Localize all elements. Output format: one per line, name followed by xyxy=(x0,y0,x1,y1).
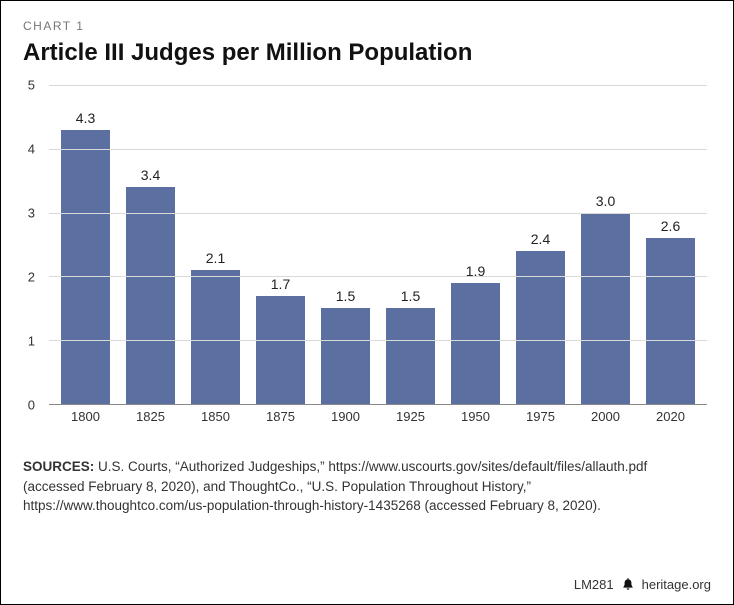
y-tick-label: 0 xyxy=(23,398,35,413)
bar-slot: 1.7 xyxy=(248,85,313,404)
plot-area: 4.3 3.4 2.1 1.7 1.5 1.5 1.9 2.4 3.0 2.6 xyxy=(49,85,707,405)
bar-slot: 2.1 xyxy=(183,85,248,404)
x-tick-label: 1925 xyxy=(378,409,443,429)
chart-card: CHART 1 Article III Judges per Million P… xyxy=(0,0,734,605)
y-tick-label: 3 xyxy=(23,206,35,221)
bar-value-label: 2.6 xyxy=(661,218,680,234)
grid-line xyxy=(49,85,707,86)
x-tick-label: 1800 xyxy=(53,409,118,429)
bar-value-label: 1.5 xyxy=(401,288,420,304)
x-tick-label: 1975 xyxy=(508,409,573,429)
bar-slot: 1.5 xyxy=(313,85,378,404)
grid-line xyxy=(49,213,707,214)
x-tick-label: 1950 xyxy=(443,409,508,429)
bar-value-label: 4.3 xyxy=(76,110,95,126)
bar-value-label: 1.7 xyxy=(271,276,290,292)
bar xyxy=(256,296,304,404)
x-tick-label: 1900 xyxy=(313,409,378,429)
x-tick-label: 2000 xyxy=(573,409,638,429)
bar xyxy=(386,308,434,404)
bar xyxy=(61,130,109,404)
bell-icon xyxy=(622,578,634,592)
bar xyxy=(321,308,369,404)
bar-slot: 2.6 xyxy=(638,85,703,404)
bar-value-label: 1.5 xyxy=(336,288,355,304)
sources-body: U.S. Courts, “Authorized Judgeships,” ht… xyxy=(23,459,647,513)
grid-line xyxy=(49,340,707,341)
footer-site: heritage.org xyxy=(642,577,711,592)
bar-value-label: 3.0 xyxy=(596,193,615,209)
x-tick-label: 1875 xyxy=(248,409,313,429)
bar xyxy=(451,283,499,404)
bar xyxy=(516,251,564,404)
x-tick-label: 1825 xyxy=(118,409,183,429)
bars-container: 4.3 3.4 2.1 1.7 1.5 1.5 1.9 2.4 3.0 2.6 xyxy=(49,85,707,404)
bar xyxy=(126,187,174,404)
bar-slot: 1.9 xyxy=(443,85,508,404)
grid-line xyxy=(49,149,707,150)
footer-code: LM281 xyxy=(574,577,614,592)
x-tick-label: 2020 xyxy=(638,409,703,429)
grid-line xyxy=(49,276,707,277)
bar-slot: 2.4 xyxy=(508,85,573,404)
bar xyxy=(581,213,629,404)
bar-value-label: 2.1 xyxy=(206,250,225,266)
y-axis: 012345 xyxy=(35,85,47,405)
sources-prefix: SOURCES: xyxy=(23,459,94,474)
y-tick-label: 4 xyxy=(23,142,35,157)
bar-slot: 3.4 xyxy=(118,85,183,404)
bar-slot: 3.0 xyxy=(573,85,638,404)
chart-title: Article III Judges per Million Populatio… xyxy=(23,39,711,67)
x-tick-label: 1850 xyxy=(183,409,248,429)
chart-number-label: CHART 1 xyxy=(23,19,711,33)
bar-slot: 1.5 xyxy=(378,85,443,404)
y-tick-label: 1 xyxy=(23,334,35,349)
x-axis-labels: 1800182518501875190019251950197520002020 xyxy=(49,409,707,429)
bar xyxy=(191,270,239,404)
bar-value-label: 2.4 xyxy=(531,231,550,247)
bar xyxy=(646,238,694,404)
y-tick-label: 2 xyxy=(23,270,35,285)
footer: LM281 heritage.org xyxy=(574,577,711,592)
chart-plot: 012345 4.33.42.11.71.51.51.92.43.02.6 18… xyxy=(35,85,707,425)
bar-value-label: 3.4 xyxy=(141,167,160,183)
y-tick-label: 5 xyxy=(23,78,35,93)
bar-slot: 4.3 xyxy=(53,85,118,404)
sources-text: SOURCES: U.S. Courts, “Authorized Judges… xyxy=(23,457,711,516)
